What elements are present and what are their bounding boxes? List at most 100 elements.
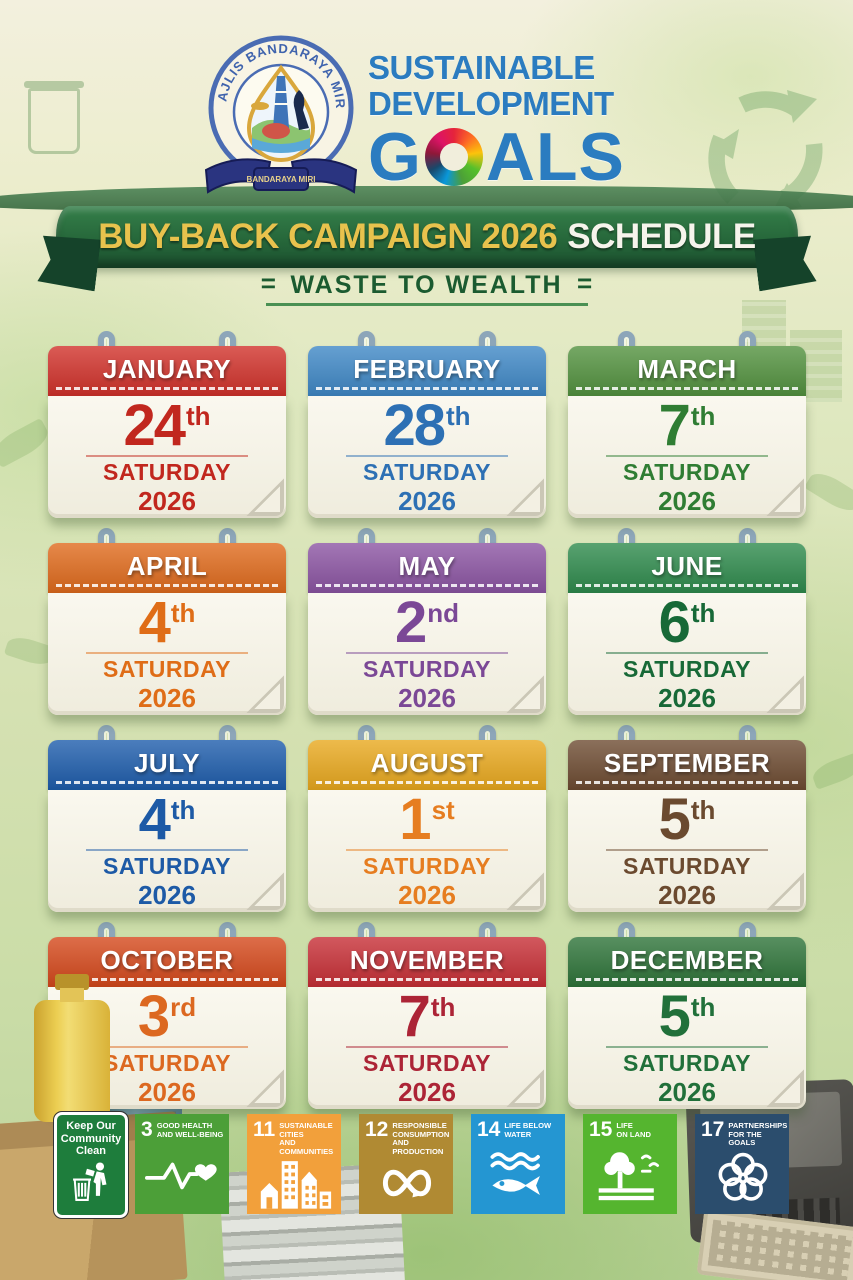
page-curl [246,1069,284,1107]
ordinal-suffix: th [445,401,471,431]
dashed-line [576,781,798,784]
dashed-line [316,781,538,784]
title-line: DEVELOPMENT [368,85,614,122]
month-header: SEPTEMBER [568,740,806,790]
city-council-seal-logo: MAJLIS BANDARAYA MIRI BANDARAYA MIRI [196,30,358,194]
month-body: 7 th SATURDAY 2026 [568,396,806,518]
month-body: 1 st SATURDAY 2026 [308,790,546,912]
weekday-label: SATURDAY [363,459,491,485]
year-label: 2026 [138,880,196,910]
page-curl [766,478,804,516]
sdg-label: GOOD HEALTH AND WELL-BEING [156,1121,224,1139]
divider-line [86,455,248,457]
ordinal-suffix: th [185,401,211,431]
divider-line [86,1046,248,1048]
year-label: 2026 [658,880,716,910]
date-row: 5 th [568,791,806,849]
year-label: 2026 [138,1077,196,1107]
weekday-label: SATURDAY [103,656,231,682]
subtitle-text: WASTE TO WEALTH [290,271,563,299]
page-curl [766,1069,804,1107]
page-curl [246,872,284,910]
date-row: 3 rd [48,984,286,1049]
month-header: JULY [48,740,286,790]
divider-line [346,652,508,654]
subtitle-decor: = [260,268,276,298]
year-label: 2026 [398,880,456,910]
page-curl [506,675,544,713]
ordinal-suffix: th [690,598,716,628]
sdg-number: 17 [701,1118,725,1141]
year-label: 2026 [138,486,196,516]
dashed-line [316,387,538,390]
weekday-label: SATURDAY [103,459,231,485]
divider-line [606,1046,768,1048]
day-number: 6 [658,590,691,655]
ordinal-suffix: th [430,992,456,1022]
seal-ribbon-text: BANDARAYA MIRI [247,175,316,184]
calendar-card: NOVEMBER 7 th SATURDAY 2026 [308,922,546,1109]
year-label: 2026 [658,486,716,516]
weekday-label: SATURDAY [623,656,751,682]
ordinal-suffix: th [170,795,196,825]
day-number: 3 [137,984,170,1049]
month-header: DECEMBER [568,937,806,987]
sdg-header: 11 SUSTAINABLE CITIES AND COMMUNITIES [253,1119,336,1156]
sdg-label: SUSTAINABLE CITIES AND COMMUNITIES [279,1121,334,1156]
divider-line [346,849,508,851]
subtitle-decor: = [577,268,593,298]
month-header: JUNE [568,543,806,593]
year-label: 2026 [398,486,456,516]
ordinal-suffix: nd [427,598,460,628]
month-body: 4 th SATURDAY 2026 [48,790,286,912]
date-row: 4 th [48,791,286,849]
sdg-number: 14 [477,1118,501,1141]
month-body: 5 th SATURDAY 2026 [568,987,806,1109]
month-body: 5 th SATURDAY 2026 [568,790,806,912]
divider-line [606,652,768,654]
leaf-decoration [0,417,53,469]
sdg-tile: 11 SUSTAINABLE CITIES AND COMMUNITIES [247,1114,341,1214]
day-number: 7 [398,984,431,1049]
calendar-card: FEBRUARY 28 th SATURDAY 2026 [308,331,546,518]
divider-line [346,455,508,457]
sdg-tile: 3 GOOD HEALTH AND WELL-BEING [135,1114,229,1214]
calendar-card: AUGUST 1 st SATURDAY 2026 [308,725,546,912]
banner-subtitle: = WASTE TO WEALTH = [0,268,853,306]
sdg-tile: 12 RESPONSIBLE CONSUMPTION AND PRODUCTIO… [359,1114,453,1214]
divider-line [86,652,248,654]
month-name: JULY [133,747,201,778]
dashed-line [576,978,798,981]
fish-icon [477,1140,560,1210]
sdg-header: 12 RESPONSIBLE CONSUMPTION AND PRODUCTIO… [365,1119,449,1156]
sdg-tile: 15 LIFE ON LAND [583,1114,677,1214]
leaf-decoration [803,466,853,518]
calendar-card: MARCH 7 th SATURDAY 2026 [568,331,806,518]
date-row: 24 th [48,397,286,455]
month-header: MAY [308,543,546,593]
dashed-line [56,584,278,587]
dashed-line [316,584,538,587]
month-body: 7 th SATURDAY 2026 [308,987,546,1109]
header: MAJLIS BANDARAYA MIRI BANDARAYA MIRI SUS… [0,0,853,200]
interlocking-rings-icon [701,1148,784,1211]
month-body: 24 th SATURDAY 2026 [48,396,286,518]
dashed-line [56,781,278,784]
goals-letter: G [368,119,422,195]
month-body: 28 th SATURDAY 2026 [308,396,546,518]
weekday-label: SATURDAY [363,1050,491,1076]
trash-bin-sketch-icon [24,81,84,154]
litter-disposal-icon [73,1161,107,1201]
calendar-card: JUNE 6 th SATURDAY 2026 [568,528,806,715]
sign-text: Keep Our Community Clean [60,1120,122,1157]
month-header: AUGUST [308,740,546,790]
sdg-header: 15 LIFE ON LAND [589,1118,672,1141]
year-label: 2026 [398,1077,456,1107]
calendar-card: SEPTEMBER 5 th SATURDAY 2026 [568,725,806,912]
month-name: APRIL [126,550,208,581]
calendar-card: DECEMBER 5 th SATURDAY 2026 [568,922,806,1109]
month-body: 6 th SATURDAY 2026 [568,593,806,715]
sdg-number: 15 [589,1118,613,1141]
date-row: 4 th [48,594,286,652]
